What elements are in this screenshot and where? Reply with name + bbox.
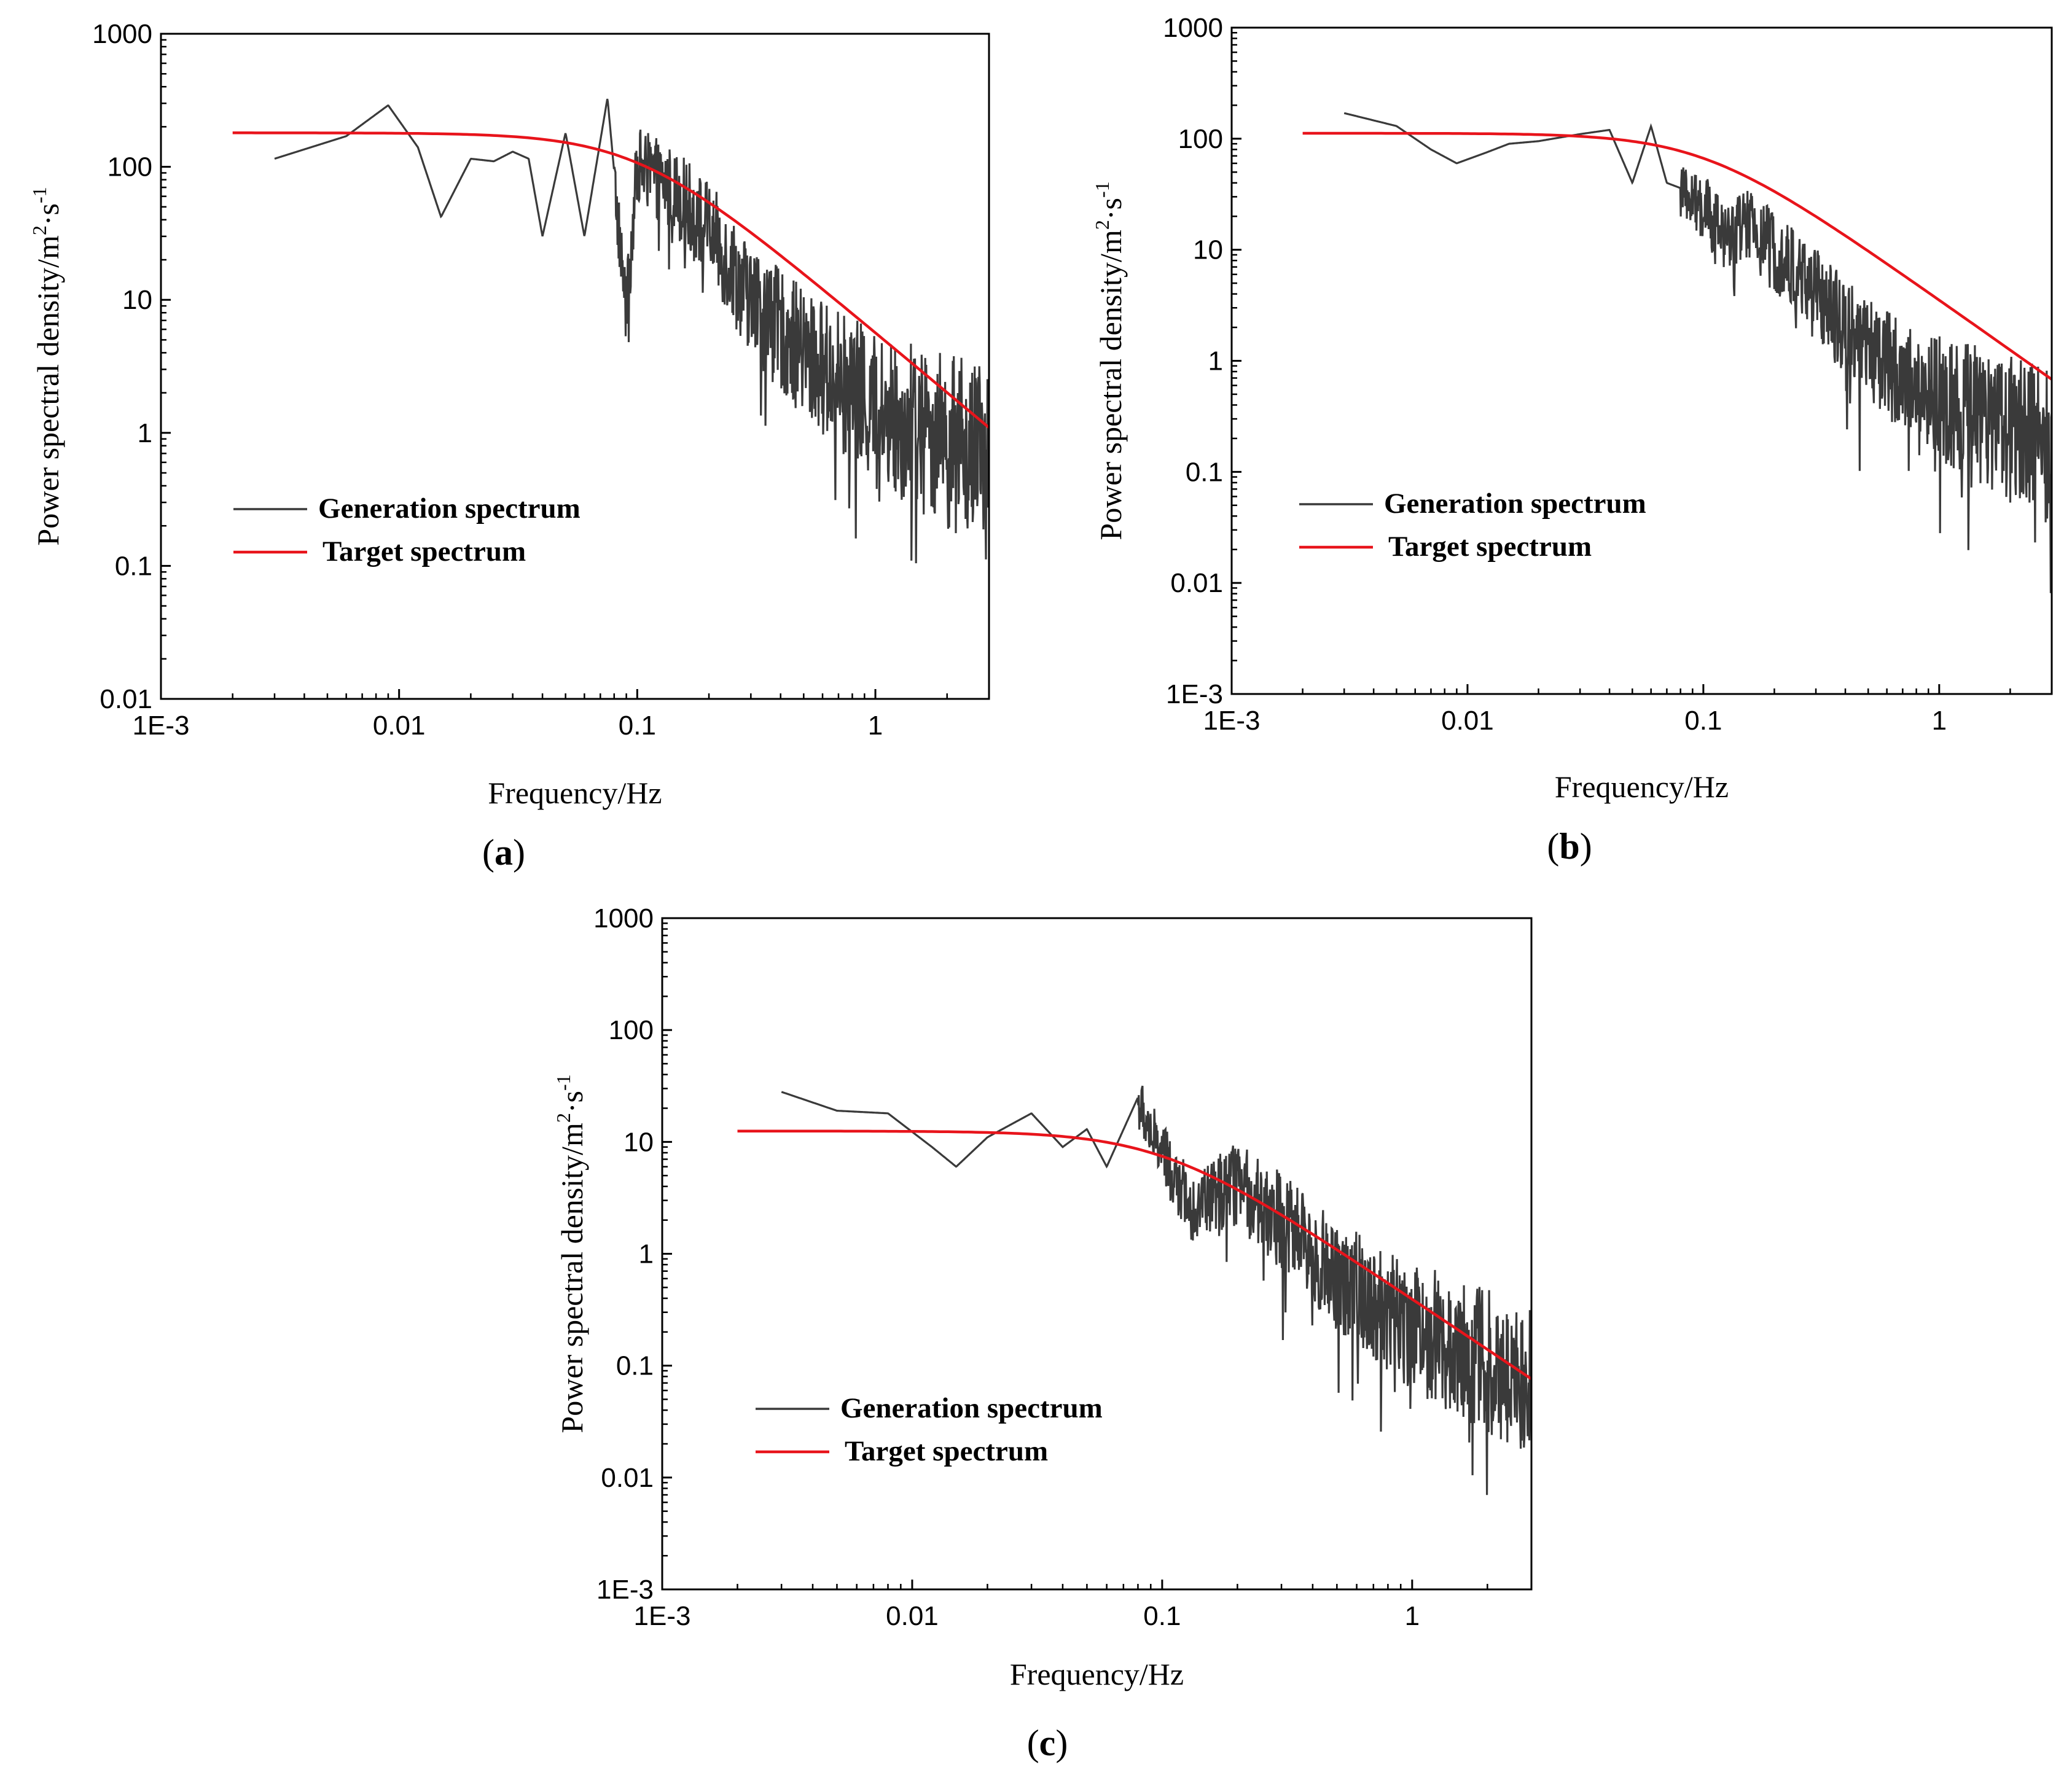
y-axis-label-main: Power spectral density/m <box>31 235 65 546</box>
chart-panel-a: 1E-3 0.01 0.1 10.010.11101001000Frequency/H… <box>28 19 990 873</box>
y-tick-label: 10 <box>122 285 152 315</box>
y-tick-label: 1000 <box>593 903 654 933</box>
plot-frame <box>160 33 990 700</box>
chart-panel-b: 1E-3 0.01 0.1 1 1E-3 0.01 0.1 1 10 100 1000 Frequen… <box>1091 13 2053 867</box>
x-tick-label: 0.01 <box>1441 706 1494 736</box>
caption-close: ) <box>513 832 525 873</box>
y-axis-label: Power spectral density/m2·s-1 <box>552 1074 589 1433</box>
x-tick-label: 0.1 <box>619 711 656 741</box>
caption-close: ) <box>1055 1723 1068 1763</box>
y-tick-label: 1E-3 <box>1166 679 1223 709</box>
y-axis-label-sup: 2 <box>28 225 50 235</box>
caption-open: ( <box>1027 1723 1039 1763</box>
x-tick-label: 1 <box>868 711 883 741</box>
caption-letter: c <box>1039 1723 1056 1763</box>
generation-spectrum-line <box>1343 112 2052 593</box>
y-axis-label-mid: ·s <box>31 203 65 225</box>
x-tick-label: 1 <box>1932 706 1947 736</box>
y-axis-label-main: Power spectral density/m <box>1093 230 1128 540</box>
x-tick-label: 0.01 <box>373 711 426 741</box>
y-tick-label: 100 <box>108 152 152 182</box>
chart-panel-c: 1E-3 0.01 0.1 1 1E-3 0.01 0.1 1 10 100 1000 Frequen… <box>552 903 1533 1763</box>
y-axis-label-sup: -1 <box>1091 181 1113 198</box>
y-axis-label-main: Power spectral density/m <box>555 1123 589 1433</box>
y-axis-label-mid: ·s <box>555 1091 589 1113</box>
x-tick-label: 1E-3 <box>133 711 190 741</box>
plot-frame <box>661 917 1533 1591</box>
panel-caption: (c) <box>1027 1723 1068 1763</box>
x-tick-label: 1E-3 <box>1203 706 1261 736</box>
caption-letter: a <box>495 832 513 873</box>
generation-spectrum-line <box>781 1085 1531 1495</box>
legend-label-target: Target spectrum <box>323 536 526 567</box>
x-tick-label: 0.1 <box>1143 1601 1181 1631</box>
x-tick-label: 1E-3 <box>634 1601 691 1631</box>
legend-label-target: Target spectrum <box>1388 531 1592 563</box>
target-spectrum-line <box>232 131 989 429</box>
y-tick-label: 0.01 <box>601 1463 654 1493</box>
y-tick-label: 1E-3 <box>596 1575 654 1605</box>
y-tick-label: 0.1 <box>616 1351 654 1381</box>
legend: Generation spectrum Target spectrum <box>1299 488 1646 563</box>
legend-label-target: Target spectrum <box>845 1435 1048 1467</box>
legend-label-generation: Generation spectrum <box>1384 488 1646 520</box>
legend-label-generation: Generation spectrum <box>318 493 581 524</box>
x-tick-label: 0.01 <box>886 1601 939 1631</box>
x-tick-label: 1 <box>1405 1601 1420 1631</box>
x-axis-label: Frequency/Hz <box>1010 1657 1184 1691</box>
caption-close: ) <box>1580 826 1592 867</box>
x-tick-label: 0.1 <box>1684 706 1722 736</box>
generation-spectrum-line <box>274 98 989 564</box>
y-tick-label: 1 <box>639 1239 654 1269</box>
legend-label-generation: Generation spectrum <box>840 1392 1103 1424</box>
target-spectrum-line <box>737 1129 1531 1381</box>
y-tick-label: 10 <box>624 1127 654 1157</box>
x-axis-label: Frequency/Hz <box>488 776 662 810</box>
y-tick-label: 100 <box>1178 124 1223 154</box>
y-tick-label: 0.1 <box>115 551 152 581</box>
y-tick-label: 100 <box>609 1015 654 1045</box>
y-axis-label-sup: 2 <box>552 1113 574 1123</box>
x-axis-label: Frequency/Hz <box>1555 770 1729 804</box>
y-axis-label-sup: -1 <box>28 187 50 203</box>
y-tick-label: 1 <box>138 418 152 448</box>
y-tick-label: 0.1 <box>1186 457 1223 487</box>
y-tick-label: 1000 <box>1163 13 1223 43</box>
legend: Generation spectrum Target spectrum <box>233 493 581 567</box>
y-tick-label: 10 <box>1193 235 1223 265</box>
y-tick-label: 1 <box>1208 346 1223 376</box>
y-axis-label-sup: -1 <box>552 1074 574 1091</box>
y-axis-label-mid: ·s <box>1093 198 1128 220</box>
y-tick-label: 0.01 <box>1170 568 1223 598</box>
caption-open: ( <box>1547 826 1559 867</box>
caption-open: ( <box>482 832 495 873</box>
target-spectrum-line <box>1302 131 2052 381</box>
y-axis-label: Power spectral density/m2·s-1 <box>28 187 65 545</box>
legend: Generation spectrum Target spectrum <box>756 1392 1103 1467</box>
y-axis-label: Power spectral density/m2·s-1 <box>1091 181 1128 540</box>
y-tick-label: 1000 <box>92 19 152 49</box>
panel-caption: (b) <box>1547 826 1592 867</box>
y-axis-label-sup: 2 <box>1091 220 1113 230</box>
caption-letter: b <box>1559 826 1579 867</box>
y-tick-label: 0.01 <box>100 684 152 714</box>
panel-caption: (a) <box>482 832 525 873</box>
